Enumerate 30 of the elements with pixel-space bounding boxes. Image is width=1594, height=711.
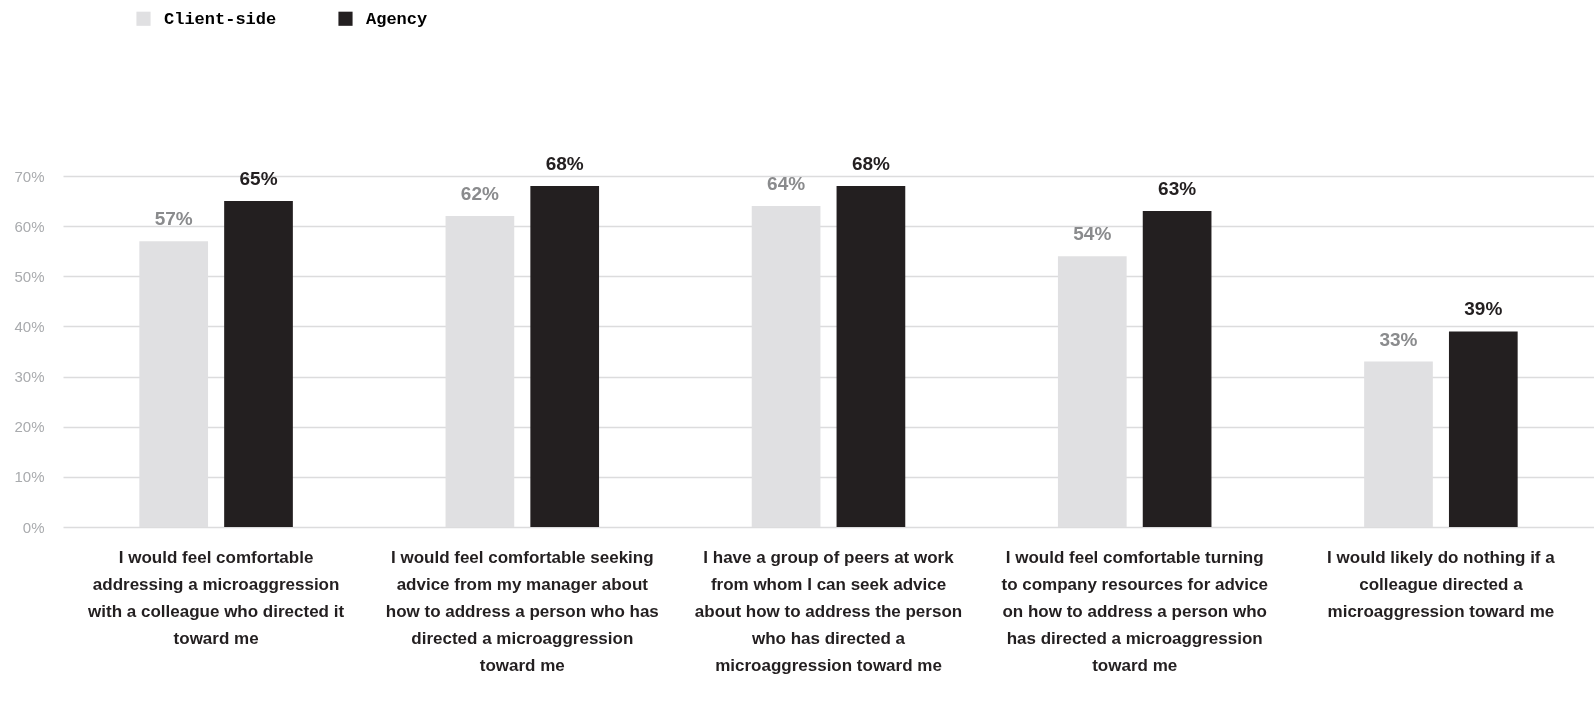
- data-label: 68%: [851, 153, 891, 175]
- x-tick-label: I would feel comfortable turning to company resources for advice on how to address a person who has directed a microaggression toward me: [1001, 547, 1268, 675]
- data-label: 39%: [1464, 298, 1503, 320]
- y-tick-label: 10%: [14, 468, 45, 486]
- data-label: 68%: [545, 153, 584, 175]
- y-tick-label: 30%: [14, 368, 45, 386]
- bar: [1142, 211, 1212, 527]
- data-label: 64%: [767, 173, 806, 195]
- x-tick-label: I would likely do nothing if a colleague directed a microaggression toward me: [1327, 547, 1556, 621]
- y-tick-label: 50%: [14, 267, 45, 285]
- bar: [530, 186, 600, 527]
- legend-label: Client-side: [164, 9, 277, 29]
- x-tick-label: I would feel comfortable addressing a microaggression with a colleague who directed it toward me: [87, 547, 345, 648]
- y-tick-label: 40%: [14, 317, 45, 335]
- data-label: 62%: [460, 183, 500, 205]
- y-tick-label: 60%: [14, 217, 45, 235]
- y-tick-label: 20%: [14, 418, 45, 436]
- bar: [1448, 331, 1518, 527]
- legend-label: Agency: [366, 9, 428, 29]
- y-tick-label: 0%: [22, 518, 45, 536]
- data-label: 65%: [239, 168, 278, 190]
- x-tick-label: I would feel comfortable seeking advice from my manager about how to address a person who has directed a microaggression toward me: [385, 547, 659, 675]
- x-tick-label: I have a group of peers at work from whom I can seek advice about how to address the person who has directed a microaggression toward me: [694, 547, 963, 675]
- data-label: 54%: [1073, 223, 1112, 245]
- data-label: 63%: [1158, 178, 1197, 200]
- bar: [224, 201, 293, 527]
- y-tick-label: 70%: [14, 167, 45, 185]
- data-label: 33%: [1379, 328, 1418, 350]
- bar: [836, 186, 906, 527]
- data-label: 57%: [154, 208, 193, 230]
